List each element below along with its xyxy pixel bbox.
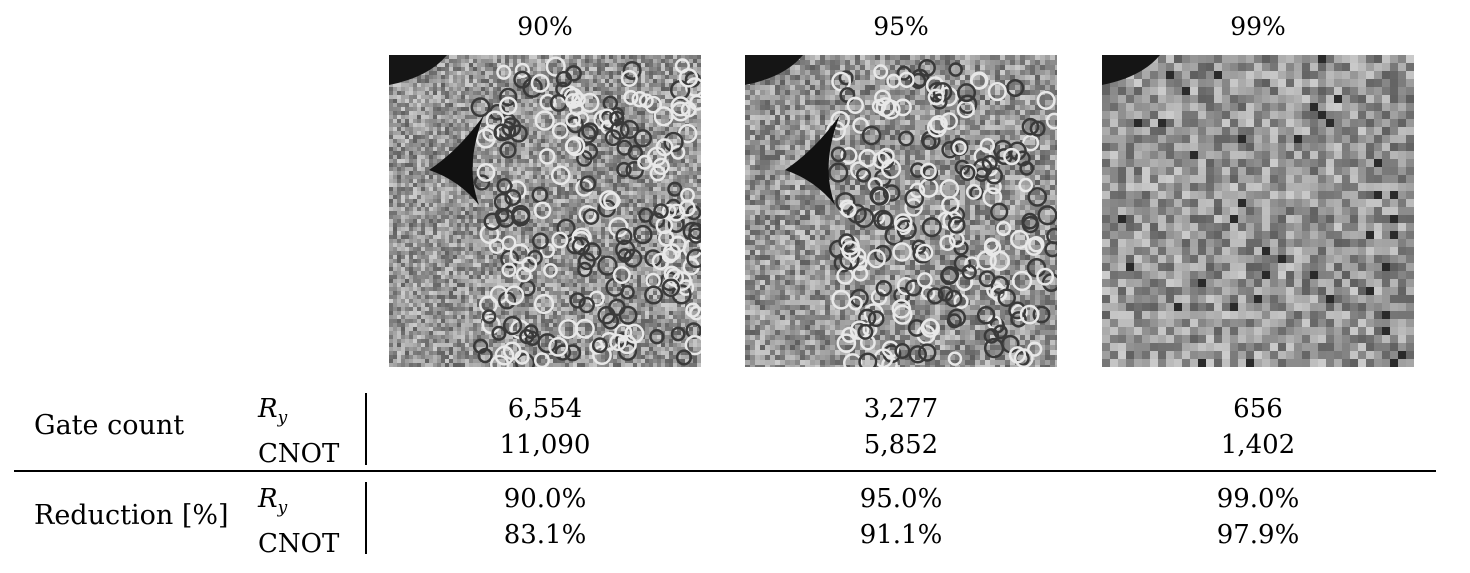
cnot-count: 5,852 [863,430,939,460]
vertical-divider-bottom [365,482,367,554]
column-header-95: 95% [873,12,929,41]
reduction-cell-95: 95.0% 91.1% [745,481,1057,553]
ry-reduction: 90.0% [503,484,587,514]
vertical-divider-top [365,393,367,465]
gate-count-cell-99: 656 1,402 [1102,391,1414,463]
ry-reduction: 99.0% [1216,484,1300,514]
gate-count-cnot-label: CNOT [258,439,340,470]
horizontal-divider [14,470,1436,472]
ry-count: 656 [1233,394,1283,424]
gate-count-cell-90: 6,554 11,090 [389,391,701,463]
column-header-90: 90% [517,12,573,41]
image-95 [745,55,1057,367]
ry-count: 6,554 [507,394,583,424]
gate-count-sublabels: Ry CNOT [258,391,339,472]
reduction-cnot-label: CNOT [258,529,340,560]
row-label-gate-count: Gate count [34,410,185,441]
cnot-reduction: 91.1% [859,520,943,550]
cnot-reduction: 97.9% [1216,520,1300,550]
reduction-ry-label: Ry [258,484,288,519]
cnot-count: 1,402 [1220,430,1296,460]
column-header-99: 99% [1230,12,1286,41]
cnot-reduction: 83.1% [503,520,587,550]
gate-count-cell-95: 3,277 5,852 [745,391,1057,463]
gate-count-ry-label: Ry [258,394,288,429]
reduction-cell-99: 99.0% 97.9% [1102,481,1414,553]
ry-reduction: 95.0% [859,484,943,514]
reduction-sublabels: Ry CNOT [258,481,339,562]
cnot-count: 11,090 [499,430,591,460]
ry-count: 3,277 [863,394,939,424]
reduction-cell-90: 90.0% 83.1% [389,481,701,553]
image-90 [389,55,701,367]
row-label-reduction: Reduction [%] [34,500,229,531]
image-99 [1102,55,1414,367]
